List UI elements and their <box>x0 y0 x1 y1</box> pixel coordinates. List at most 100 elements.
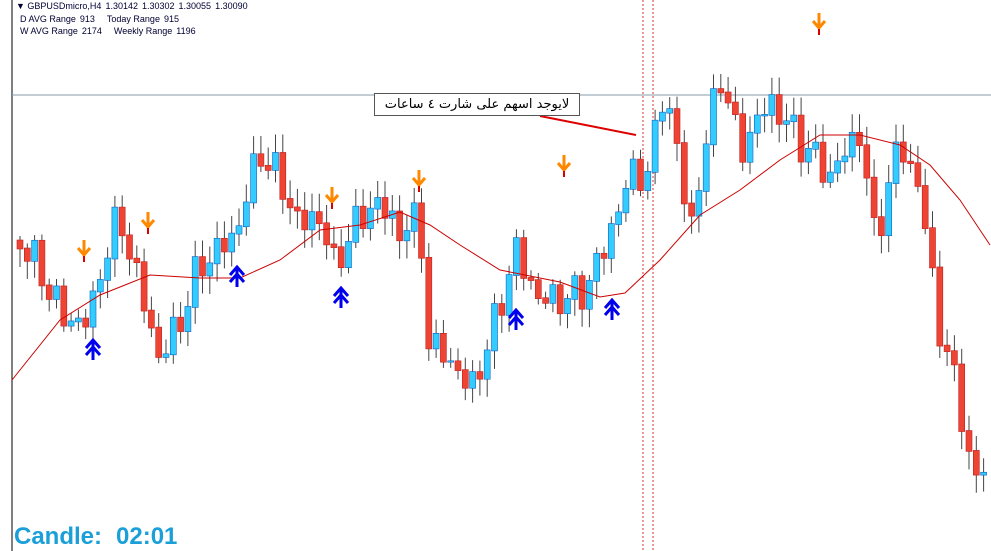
candle <box>972 450 980 476</box>
candle <box>461 369 469 389</box>
candle <box>783 120 790 125</box>
candle <box>593 252 601 282</box>
candle <box>513 237 520 276</box>
candle <box>162 353 170 358</box>
buy-arrow <box>228 264 246 287</box>
candle <box>111 206 119 260</box>
candle <box>556 284 564 315</box>
candle <box>425 256 433 350</box>
sell-arrow <box>76 240 92 258</box>
candle <box>381 197 389 219</box>
candle <box>31 239 38 262</box>
candle <box>118 206 126 237</box>
price: 1.30142 <box>105 1 138 11</box>
candle <box>899 141 907 163</box>
candle <box>67 320 75 327</box>
candle <box>688 202 695 217</box>
candle <box>936 266 944 347</box>
candle <box>746 131 754 163</box>
candle <box>637 158 644 191</box>
candle <box>294 206 301 212</box>
timer-value: 02:01 <box>116 523 178 550</box>
candle <box>82 317 89 328</box>
candle <box>352 205 360 243</box>
candle <box>534 279 542 300</box>
candle <box>491 303 498 352</box>
candle <box>659 111 666 122</box>
candle <box>724 91 732 104</box>
candle <box>892 141 900 184</box>
candle <box>345 241 352 268</box>
sell-arrow <box>324 187 340 205</box>
candle <box>337 246 345 268</box>
symbol: GBPUSDmicro,H4 <box>27 1 102 11</box>
candle <box>228 232 235 253</box>
buy-arrow <box>84 337 102 360</box>
candle <box>104 257 111 281</box>
candle <box>841 155 849 163</box>
candle <box>951 350 958 366</box>
candle <box>520 237 528 279</box>
candle <box>498 303 506 316</box>
candle <box>600 252 608 259</box>
candle <box>75 317 82 323</box>
stat-value: 2174 <box>81 26 102 36</box>
candle <box>330 243 338 248</box>
annotation-box: لايوجد اسهم على شارت ٤ ساعات <box>374 93 580 116</box>
candle <box>148 309 155 329</box>
candle <box>60 285 68 327</box>
candle <box>432 332 440 350</box>
candle <box>790 114 798 123</box>
sell-arrow <box>811 13 827 31</box>
candle <box>133 257 141 264</box>
candle <box>140 261 148 312</box>
stat-label: D AVG Range <box>20 14 76 24</box>
stat-value: 915 <box>163 14 179 24</box>
candle <box>673 108 681 144</box>
candle <box>965 430 973 452</box>
candle <box>170 316 177 356</box>
candle <box>929 227 936 269</box>
candle <box>16 239 24 250</box>
candle <box>702 143 710 192</box>
price: 1.30302 <box>141 1 175 11</box>
candle <box>775 94 783 125</box>
buy-arrow <box>332 285 350 308</box>
sell-arrow <box>140 212 156 230</box>
candle <box>717 88 725 94</box>
candle <box>761 114 768 117</box>
candle <box>505 274 513 316</box>
candle <box>315 211 323 225</box>
candle <box>695 190 703 217</box>
candle <box>856 131 863 147</box>
candle <box>958 363 966 432</box>
candle <box>243 201 250 228</box>
candle <box>213 237 221 265</box>
candle <box>907 160 914 165</box>
candle <box>221 237 228 253</box>
candle <box>834 160 841 174</box>
stats-line: D AVG Range 913 Today Range 915 <box>20 14 183 24</box>
candle <box>177 316 184 332</box>
candle <box>454 360 462 371</box>
timer-label: Candle: <box>14 523 103 550</box>
candle <box>418 202 425 259</box>
candle <box>286 198 294 209</box>
candle <box>644 171 652 191</box>
candle <box>885 182 893 237</box>
candle <box>666 108 674 114</box>
candle <box>914 162 922 187</box>
candle <box>403 230 411 242</box>
stat-label: Today Range <box>106 14 160 24</box>
candle <box>578 275 586 310</box>
candle <box>564 298 571 315</box>
buy-arrow <box>603 297 621 320</box>
candle <box>301 209 309 231</box>
candle <box>126 234 133 260</box>
candle <box>367 207 374 229</box>
sell-arrow <box>556 155 572 173</box>
candle <box>396 210 403 242</box>
candle <box>870 176 878 218</box>
candle <box>878 216 885 237</box>
